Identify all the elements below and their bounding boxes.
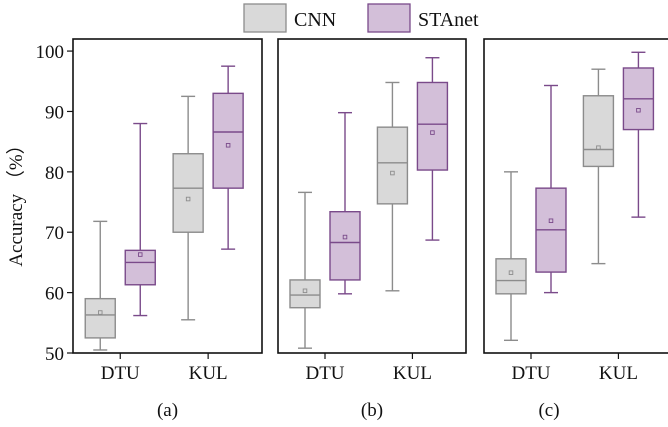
- legend-swatch-stanet: [368, 4, 410, 32]
- box-stanet-dtu: [330, 113, 360, 294]
- y-tick-label: 100: [36, 42, 65, 63]
- box-cnn-dtu: [290, 192, 320, 348]
- y-tick-label: 90: [45, 102, 64, 123]
- iqr-box: [417, 82, 447, 170]
- x-tick-label-kul: KUL: [189, 363, 228, 384]
- legend-label-stanet: STAnet: [418, 9, 479, 31]
- iqr-box: [330, 212, 360, 280]
- panel-1: 50 60 70 80 90 100 DTU KUL (a): [36, 39, 263, 421]
- panel-label: (b): [361, 400, 383, 421]
- legend-swatch-cnn: [244, 4, 286, 32]
- panels: 50 60 70 80 90 100 DTU KUL (a) DTU KUL (b) DTU KUL (c): [36, 39, 668, 421]
- y-axis-label: Accuracy （%）: [5, 135, 27, 266]
- x-tick-label-kul: KUL: [393, 363, 432, 384]
- y-tick-label: 50: [45, 344, 64, 365]
- legend: CNN STAnet: [244, 4, 479, 32]
- box-cnn-kul: [377, 82, 407, 290]
- y-tick-label: 70: [45, 223, 64, 244]
- y-tick-label: 80: [45, 163, 64, 184]
- box-stanet-dtu: [536, 85, 566, 292]
- box-stanet-dtu: [125, 124, 155, 316]
- panel-label: (c): [538, 400, 559, 421]
- panel-label: (a): [157, 400, 178, 421]
- iqr-box: [173, 154, 203, 233]
- iqr-box: [125, 250, 155, 284]
- legend-label-cnn: CNN: [294, 9, 336, 31]
- box-stanet-kul: [417, 58, 447, 240]
- box-cnn-dtu: [496, 172, 526, 340]
- box-stanet-kul: [213, 66, 243, 249]
- x-tick-label-dtu: DTU: [305, 363, 344, 384]
- iqr-box: [213, 93, 243, 188]
- iqr-box: [583, 96, 613, 167]
- panel-3: DTU KUL (c): [484, 39, 668, 421]
- panel-2: DTU KUL (b): [278, 39, 466, 421]
- x-tick-label-dtu: DTU: [511, 363, 550, 384]
- x-tick-label-dtu: DTU: [101, 363, 140, 384]
- box-stanet-kul: [623, 52, 653, 217]
- iqr-box: [290, 280, 320, 308]
- iqr-box: [496, 259, 526, 294]
- box-cnn-kul: [173, 96, 203, 319]
- box-cnn-dtu: [85, 221, 115, 350]
- iqr-box: [85, 299, 115, 338]
- x-tick-label-kul: KUL: [599, 363, 638, 384]
- iqr-box: [377, 127, 407, 204]
- box-cnn-kul: [583, 69, 613, 263]
- y-tick-label: 60: [45, 284, 64, 305]
